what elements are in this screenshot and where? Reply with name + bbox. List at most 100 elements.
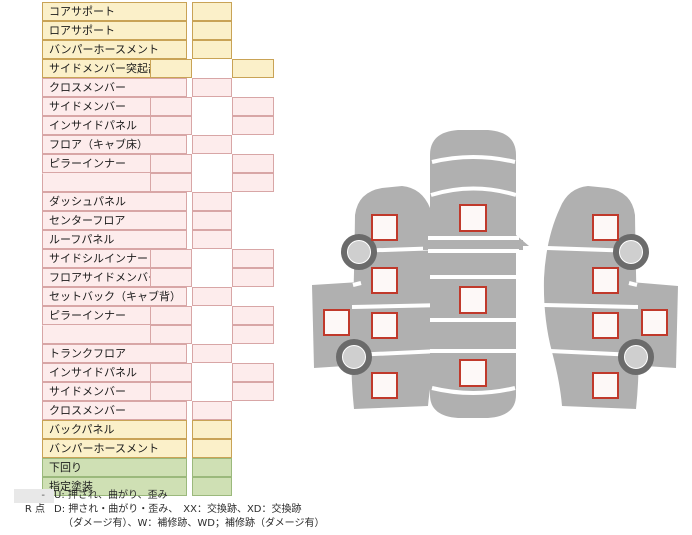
inspection-mark-cell-c[interactable] [192, 287, 232, 306]
marker-right-b [592, 267, 619, 294]
inspection-mark-cell-r[interactable] [232, 154, 274, 173]
inspection-mark-cell-l[interactable] [150, 382, 192, 401]
inspection-mark-cell-l[interactable] [150, 325, 192, 344]
marker-left-b [371, 267, 398, 294]
inspection-mark-cell-l[interactable] [150, 249, 192, 268]
vehicle-inspection-diagram [310, 120, 682, 420]
inspection-mark-cell-r[interactable] [232, 249, 274, 268]
inspection-mark-cell-c[interactable] [192, 78, 232, 97]
inspection-row: B [42, 173, 274, 192]
inspection-row-label: 指定塗装 [42, 477, 187, 496]
inspection-row: サイドシルインナー [42, 249, 274, 268]
right-rear-wheel-icon [618, 339, 654, 375]
inspection-row: ルーフパネル [42, 230, 272, 249]
inspection-mark-cell-c[interactable] [192, 192, 232, 211]
inspection-mark-cell-c[interactable] [192, 344, 232, 363]
inspection-row: バックパネル [42, 420, 272, 439]
right-side-divider-4 [628, 281, 638, 287]
inspection-row: ロアサポート [42, 21, 272, 40]
right-side-view-group [543, 186, 678, 409]
inspection-row-label-continuation [42, 173, 159, 192]
inspection-mark-cell-r[interactable] [232, 116, 274, 135]
legend-value-continued: （ダメージ有）、W：補修跡、WD；補修跡（ダメージ有） [63, 518, 325, 529]
inspection-row: フロア（キャブ床） [42, 135, 272, 154]
inspection-row-label: セットバック（キャブ背） [42, 287, 187, 306]
inspection-mark-cell-c[interactable] [192, 439, 232, 458]
inspection-row: セットバック（キャブ背） [42, 287, 272, 306]
inspection-mark-cell-r[interactable] [232, 268, 274, 287]
inspection-mark-cell-c[interactable] [192, 230, 232, 249]
left-side-view-group [312, 186, 447, 409]
right-side-body-outline [543, 186, 639, 409]
inspection-row-label: ピラーインナー [42, 306, 159, 325]
inspection-row: ダッシュパネル [42, 192, 272, 211]
legend-row-u: - U: 押され、曲がり、歪み [14, 489, 384, 503]
inspection-row: ピラーインナーA [42, 154, 274, 173]
inspection-row: ピラーインナーC [42, 306, 274, 325]
inspection-mark-cell-c[interactable] [192, 2, 232, 21]
inspection-mark-cell-c[interactable] [192, 458, 232, 477]
inspection-row-label: 下回り [42, 458, 187, 477]
inspection-row-label: ロアサポート [42, 21, 187, 40]
inspection-mark-cell-l[interactable] [150, 363, 192, 382]
legend-value-u: U: 押され、曲がり、歪み [54, 490, 168, 501]
inspection-mark-cell-r[interactable] [232, 59, 274, 78]
inspection-row: トランクフロア [42, 344, 272, 363]
inspection-mark-cell-r[interactable] [232, 325, 274, 344]
marker-top-front [459, 204, 487, 232]
inspection-mark-cell-c[interactable] [192, 211, 232, 230]
marker-top-middle [459, 286, 487, 314]
marker-left-a [371, 214, 398, 241]
inspection-row: サイドメンバー突起部 [42, 59, 274, 78]
legend-value-d: D: 押され・曲がり・歪み、 XX：交換跡、XD：交換跡 [54, 504, 302, 515]
marker-right-c [592, 312, 619, 339]
inspection-row: バンパーホースメント [42, 40, 272, 59]
right-front-wheel-icon [613, 234, 649, 270]
inspection-row-label: ルーフパネル [42, 230, 187, 249]
inspection-mark-cell-r[interactable] [232, 173, 274, 192]
top-view-door-band [423, 240, 523, 250]
inspection-mark-cell-l[interactable] [150, 154, 192, 173]
inspection-mark-cell-c[interactable] [192, 40, 232, 59]
inspection-row: D [42, 325, 274, 344]
left-side-divider-4 [352, 281, 362, 287]
inspection-row-label: バンパーホースメント [42, 40, 187, 59]
inspection-mark-cell-r[interactable] [232, 382, 274, 401]
top-view-divider-1 [431, 155, 516, 164]
inspection-mark-cell-l[interactable] [150, 116, 192, 135]
marker-right-d [592, 372, 619, 399]
inspection-row: 指定塗装 [42, 477, 272, 496]
inspection-mark-cell-l[interactable] [150, 268, 192, 287]
top-view-divider-2 [430, 186, 517, 197]
legend: - U: 押され、曲がり、歪み R 点 D: 押され・曲がり・歪み、 XX：交換… [14, 489, 384, 531]
inspection-mark-cell-l[interactable] [150, 59, 192, 78]
legend-row-r: R 点 D: 押され・曲がり・歪み、 XX：交換跡、XD：交換跡 [14, 503, 384, 517]
inspection-row-label: ピラーインナー [42, 154, 159, 173]
inspection-mark-cell-c[interactable] [192, 21, 232, 40]
inspection-row: インサイドパネル [42, 116, 274, 135]
inspection-mark-cell-c[interactable] [192, 420, 232, 439]
inspection-mark-cell-r[interactable] [232, 97, 274, 116]
inspection-mark-cell-l[interactable] [150, 97, 192, 116]
inspection-row-label: センターフロア [42, 211, 187, 230]
left-front-wheel-icon [341, 234, 377, 270]
top-view-body-outline [430, 130, 516, 418]
inspection-mark-cell-c[interactable] [192, 477, 232, 496]
marker-left-fender [323, 309, 350, 336]
marker-top-rear [459, 359, 487, 387]
marker-left-c [371, 312, 398, 339]
top-view-divider-8 [431, 386, 516, 395]
inspection-row: コアサポート [42, 2, 272, 21]
inspection-row: インサイドパネル [42, 363, 274, 382]
inspection-mark-cell-c[interactable] [192, 401, 232, 420]
inspection-row: バンパーホースメント [42, 439, 272, 458]
inspection-row: フロアサイドメンバー [42, 268, 274, 287]
inspection-mark-cell-r[interactable] [232, 306, 274, 325]
inspection-mark-cell-l[interactable] [150, 306, 192, 325]
marker-right-a [592, 214, 619, 241]
inspection-mark-cell-r[interactable] [232, 363, 274, 382]
top-view-group [418, 130, 529, 418]
inspection-mark-cell-l[interactable] [150, 173, 192, 192]
inspection-mark-cell-c[interactable] [192, 135, 232, 154]
inspection-row-label: コアサポート [42, 2, 187, 21]
